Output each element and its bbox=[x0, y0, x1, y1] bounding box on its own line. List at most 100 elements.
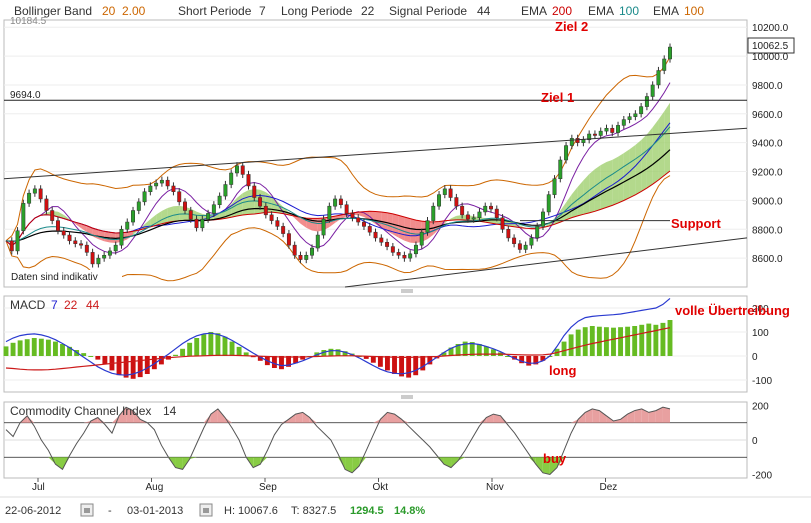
cci-y-tick: 0 bbox=[752, 436, 758, 447]
candle-body bbox=[79, 243, 84, 246]
candle-body bbox=[373, 231, 378, 239]
candle-body bbox=[15, 230, 20, 252]
macd-bar bbox=[448, 347, 454, 356]
cloud-segment bbox=[196, 211, 203, 221]
cloud-segment bbox=[641, 134, 647, 192]
candle-body bbox=[61, 230, 66, 236]
macd-bar bbox=[667, 320, 673, 356]
candle-body bbox=[448, 188, 453, 198]
cci-overbought-fill bbox=[83, 421, 91, 423]
cci-overbought-fill bbox=[217, 408, 225, 423]
candle-body bbox=[471, 217, 476, 220]
candle-body bbox=[252, 185, 257, 198]
macd-bar bbox=[53, 341, 58, 356]
price-y-tick: 9000.0 bbox=[752, 196, 783, 207]
candle-body bbox=[523, 244, 528, 250]
cloud-segment bbox=[433, 221, 440, 235]
cci-overbought-fill bbox=[224, 417, 233, 423]
cloud-segment bbox=[623, 149, 630, 201]
cci-oversold-fill bbox=[345, 457, 353, 473]
signal-period-line bbox=[5, 170, 671, 247]
macd-bar bbox=[653, 324, 659, 356]
candle-body bbox=[73, 240, 78, 244]
annotation-buy: buy bbox=[543, 451, 567, 466]
candle-body bbox=[408, 253, 413, 259]
panel-splitter-1[interactable] bbox=[399, 289, 415, 294]
macd-bar bbox=[88, 356, 94, 357]
candle-body bbox=[535, 226, 540, 239]
cci-overbought-fill bbox=[309, 417, 317, 423]
macd-bar bbox=[17, 340, 23, 356]
candle-body bbox=[356, 217, 361, 223]
macd-bar bbox=[300, 356, 306, 360]
macd-bar bbox=[392, 356, 397, 374]
candle-body bbox=[512, 237, 517, 244]
candle-body bbox=[581, 139, 586, 143]
candle-body bbox=[569, 138, 574, 146]
candle-body bbox=[148, 185, 153, 192]
annotation-ziel-2: Ziel 2 bbox=[555, 19, 588, 34]
candle-body bbox=[587, 133, 592, 141]
macd-bar bbox=[399, 356, 405, 377]
candle-body bbox=[269, 214, 274, 221]
candle-body bbox=[38, 188, 43, 200]
candle-body bbox=[413, 244, 418, 255]
candle-body bbox=[55, 220, 60, 231]
short-period-line bbox=[5, 82, 671, 254]
cloud-segment bbox=[450, 215, 457, 221]
cci-overbought-fill bbox=[373, 419, 381, 423]
candle-body bbox=[633, 113, 638, 117]
header-ema2-val: 100 bbox=[619, 4, 639, 18]
macd-param-1: 7 bbox=[51, 298, 58, 312]
macd-bar bbox=[462, 341, 468, 356]
cci-oversold-fill bbox=[55, 457, 63, 470]
macd-bar bbox=[60, 344, 65, 356]
price-candles bbox=[9, 43, 672, 268]
trend-lines bbox=[3, 99, 748, 288]
last-value-box: 10062.5 bbox=[747, 37, 795, 54]
macd-bar bbox=[243, 352, 249, 356]
macd-bar bbox=[639, 324, 645, 356]
candle-body bbox=[662, 58, 667, 71]
start-calendar-icon[interactable] bbox=[80, 503, 94, 517]
cci-oversold-fill bbox=[549, 457, 557, 475]
macd-bar bbox=[180, 348, 186, 356]
footer-change: 1294.5 bbox=[350, 505, 384, 517]
macd-bar bbox=[208, 332, 214, 356]
footer-high: H: 10067.6 bbox=[224, 505, 278, 517]
panel-splitter-2[interactable] bbox=[399, 395, 415, 400]
cloud-segment bbox=[81, 223, 87, 233]
cloud-segment bbox=[294, 216, 301, 224]
cci-oversold-fill bbox=[436, 457, 444, 465]
cloud-segment bbox=[398, 215, 405, 241]
candle-body bbox=[113, 244, 118, 252]
cci-overbought-fill bbox=[401, 419, 409, 423]
candle-body bbox=[96, 257, 101, 265]
last-value-label: 10062.5 bbox=[752, 41, 789, 52]
macd-bar bbox=[596, 326, 602, 356]
x-tick-label: Dez bbox=[600, 482, 618, 493]
macd-bar bbox=[222, 336, 228, 356]
price-y-tick: 9400.0 bbox=[752, 139, 783, 150]
candle-body bbox=[477, 211, 482, 218]
macd-bar bbox=[321, 350, 327, 356]
cci-overbought-fill bbox=[599, 410, 607, 423]
cci-oversold-fill bbox=[556, 457, 565, 468]
cci-overbought-fill bbox=[585, 408, 593, 423]
cloud-segment bbox=[167, 206, 174, 223]
macd-bar bbox=[38, 338, 44, 356]
candle-body bbox=[206, 213, 211, 220]
price-y-tick: 10200.0 bbox=[752, 23, 789, 34]
macd-bar bbox=[406, 356, 412, 378]
footer-separator: - bbox=[108, 505, 112, 517]
candle-body bbox=[367, 226, 372, 233]
end-calendar-icon[interactable] bbox=[199, 503, 213, 517]
candle-body bbox=[234, 165, 239, 174]
cci-overbought-fill bbox=[648, 410, 656, 423]
macd-bar bbox=[589, 326, 595, 356]
macd-bar bbox=[187, 342, 193, 356]
cci-param: 14 bbox=[163, 404, 177, 418]
macd-bar bbox=[45, 339, 51, 356]
cloud-segment bbox=[98, 229, 105, 242]
